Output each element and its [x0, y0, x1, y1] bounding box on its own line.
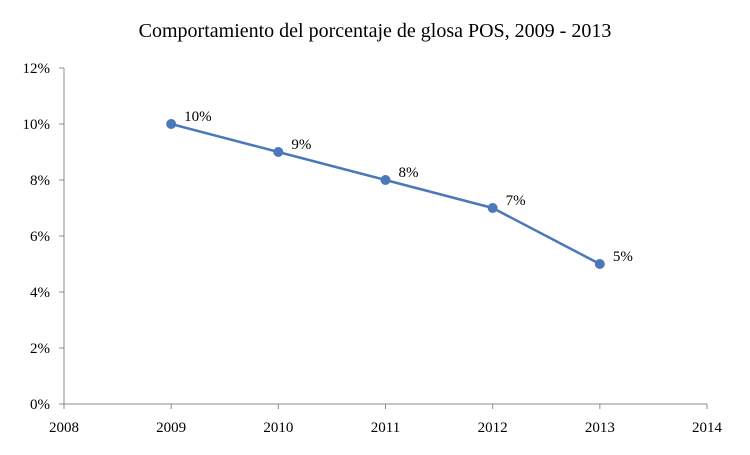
data-label: 10%: [184, 109, 212, 125]
data-label: 9%: [291, 137, 311, 153]
data-point: [380, 175, 391, 185]
y-tick-label: 10%: [23, 117, 51, 133]
data-label: 7%: [506, 193, 526, 209]
y-tick-label: 2%: [30, 341, 50, 357]
data-point: [273, 147, 284, 157]
series-layer: [166, 119, 605, 269]
tick-labels: 0% 2% 4% 6% 8% 10% 12% 2008 2009 2010 2011 2012 2013…: [23, 61, 723, 436]
y-tick-label: 6%: [30, 229, 50, 245]
data-labels: 10% 9% 8% 7% 5%: [184, 109, 633, 265]
data-label: 5%: [613, 249, 633, 265]
x-tick-label: 2012: [478, 420, 508, 436]
data-point: [166, 119, 177, 129]
data-label: 8%: [399, 165, 419, 181]
axes: [59, 67, 708, 409]
x-tick-label: 2010: [263, 420, 293, 436]
series-line: [170, 122, 601, 266]
x-tick-label: 2009: [156, 420, 186, 436]
x-tick-label: 2014: [692, 420, 723, 436]
x-tick-label: 2011: [371, 420, 400, 436]
y-tick-label: 4%: [30, 285, 50, 301]
data-point: [594, 259, 605, 269]
data-point: [487, 203, 498, 213]
y-tick-label: 12%: [23, 61, 51, 77]
x-tick-label: 2013: [585, 420, 615, 436]
chart-title: Comportamiento del porcentaje de glosa P…: [139, 20, 612, 42]
y-tick-label: 8%: [30, 173, 50, 189]
y-tick-label: 0%: [30, 397, 50, 413]
x-tick-label: 2008: [49, 420, 79, 436]
